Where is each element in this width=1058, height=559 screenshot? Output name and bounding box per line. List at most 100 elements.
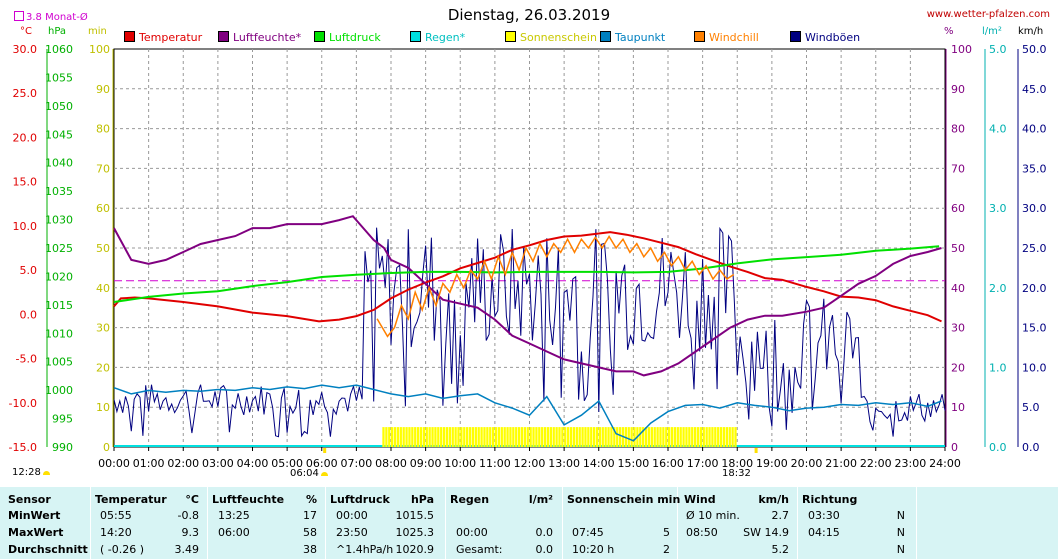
- pressure-axis-label: 1035: [45, 185, 73, 198]
- sunshine-time: 07:45: [572, 526, 604, 539]
- row-label: MinWert: [8, 509, 61, 522]
- sunshine-bar: [509, 427, 512, 447]
- legend-item: Regen*: [410, 31, 465, 44]
- x-tick-label: 22:00: [860, 457, 892, 470]
- pressure-axis-label: 990: [52, 441, 73, 454]
- sunshine-bar: [644, 427, 648, 447]
- rain-time: Gesamt:: [456, 543, 503, 556]
- temp-unit: °C: [20, 26, 32, 37]
- sunshine-bar: [708, 427, 711, 447]
- sunshine-bar: [506, 427, 509, 447]
- percent-axis-label: 60: [951, 202, 965, 215]
- temp-axis-label: 10.0: [13, 220, 38, 233]
- sunshine-bar: [474, 427, 477, 447]
- table-divider: [445, 487, 446, 559]
- pressure-time: 23:50: [336, 526, 368, 539]
- x-tick-label: 12:00: [514, 457, 546, 470]
- rain-axis-label: 3.0: [989, 202, 1007, 215]
- sunshine-bar: [457, 427, 460, 447]
- legend-label: Regen*: [425, 31, 466, 44]
- pressure-axis-label: 1050: [45, 100, 73, 113]
- header-direction: Richtung: [802, 493, 858, 506]
- temp-axis-label: -15.0: [9, 441, 37, 454]
- legend-item: Temperatur: [124, 31, 202, 44]
- sunshine-bar: [601, 427, 604, 447]
- temp-time: ( -0.26 ): [100, 543, 145, 556]
- sunshine-bar: [552, 427, 555, 447]
- x-tick-label: 20:00: [791, 457, 823, 470]
- sunshine-bar: [500, 427, 503, 447]
- pressure-axis-label: 1015: [45, 299, 73, 312]
- sunshine-bar: [494, 427, 498, 447]
- wind-value: 5.2: [771, 543, 790, 556]
- wind-axis-label: 30.0: [1022, 202, 1047, 215]
- sunshine-bar: [722, 427, 726, 447]
- sunshine-bar: [647, 427, 651, 447]
- percent-axis-label: 10: [951, 401, 965, 414]
- x-tick-label: 21:00: [825, 457, 857, 470]
- sunshine-bar: [705, 427, 708, 447]
- wind-time: 08:50: [686, 526, 718, 539]
- sunshine-bar: [731, 427, 734, 447]
- rain-axis-label: 1.0: [989, 361, 1007, 374]
- sunshine-bar: [642, 427, 645, 447]
- sunshine-bar: [653, 427, 656, 447]
- legend-swatch: [218, 31, 229, 42]
- sunshine-bar: [639, 427, 642, 447]
- minutes-axis-label: 40: [96, 282, 110, 295]
- sunshine-bar: [592, 427, 596, 447]
- sunshine-bar: [503, 427, 506, 447]
- sunshine-bar: [555, 427, 558, 447]
- sunshine-bar: [670, 427, 674, 447]
- sunshine-value: 5: [663, 526, 670, 539]
- temp-axis-label: 30.0: [13, 43, 38, 56]
- table-divider: [90, 487, 91, 559]
- x-tick-label: 14:00: [583, 457, 615, 470]
- legend-swatch: [790, 31, 801, 42]
- percent-axis-label: 90: [951, 83, 965, 96]
- sunrise-marker: [323, 448, 327, 453]
- temp-value: 3.49: [174, 543, 200, 556]
- wind-axis-label: 20.0: [1022, 282, 1047, 295]
- sunset-label: 18:32: [722, 468, 751, 479]
- pressure-axis-label: 1005: [45, 356, 73, 369]
- temp-axis-label: 25.0: [13, 87, 38, 100]
- wind-axis-label: 10.0: [1022, 361, 1047, 374]
- wind-time: Ø 10 min.: [686, 509, 740, 522]
- direction-time: 03:30: [808, 509, 840, 522]
- windgusts-series: [113, 226, 946, 438]
- series-taupunkt: [113, 384, 942, 442]
- sunshine-bar: [480, 427, 483, 447]
- legend-label: Luftdruck: [329, 31, 381, 44]
- x-tick-label: 05:00: [271, 457, 303, 470]
- pressure-axis-label: 1060: [45, 43, 73, 56]
- humidity-value: 38: [303, 543, 317, 556]
- legend-item: Taupunkt: [600, 31, 665, 44]
- series-luftfeuchte: [113, 215, 942, 377]
- temp-axis-label: -10.0: [9, 397, 37, 410]
- sunshine-bar: [437, 427, 440, 447]
- sunshine-bar: [486, 427, 489, 447]
- sunshine-bar: [419, 427, 423, 447]
- website-link[interactable]: www.wetter-pfalzen.com: [926, 9, 1050, 20]
- sunshine-bar: [416, 427, 420, 447]
- daylength-icon: [42, 471, 50, 475]
- x-tick-label: 19:00: [756, 457, 788, 470]
- sunshine-bar: [546, 427, 550, 447]
- direction-value: N: [896, 509, 905, 522]
- header-rain: Regen: [450, 493, 490, 506]
- legend-label: Taupunkt: [615, 31, 666, 44]
- sunshine-bar: [517, 427, 521, 447]
- sunshine-bar: [714, 427, 717, 447]
- sunshine-bar: [650, 427, 653, 447]
- series-windchill: [376, 235, 735, 338]
- wind-axis-label: 0.0: [1022, 441, 1040, 454]
- sunshine-bar: [535, 427, 538, 447]
- sunshine-value: 2: [663, 543, 670, 556]
- sunshine-bar: [561, 427, 564, 447]
- temp-axis-label: 5.0: [20, 264, 38, 277]
- legend-label: Temperatur: [139, 31, 203, 44]
- sunshine-bar: [630, 427, 633, 447]
- sunrise-label: 06:04: [290, 468, 328, 479]
- legend-swatch: [314, 31, 325, 42]
